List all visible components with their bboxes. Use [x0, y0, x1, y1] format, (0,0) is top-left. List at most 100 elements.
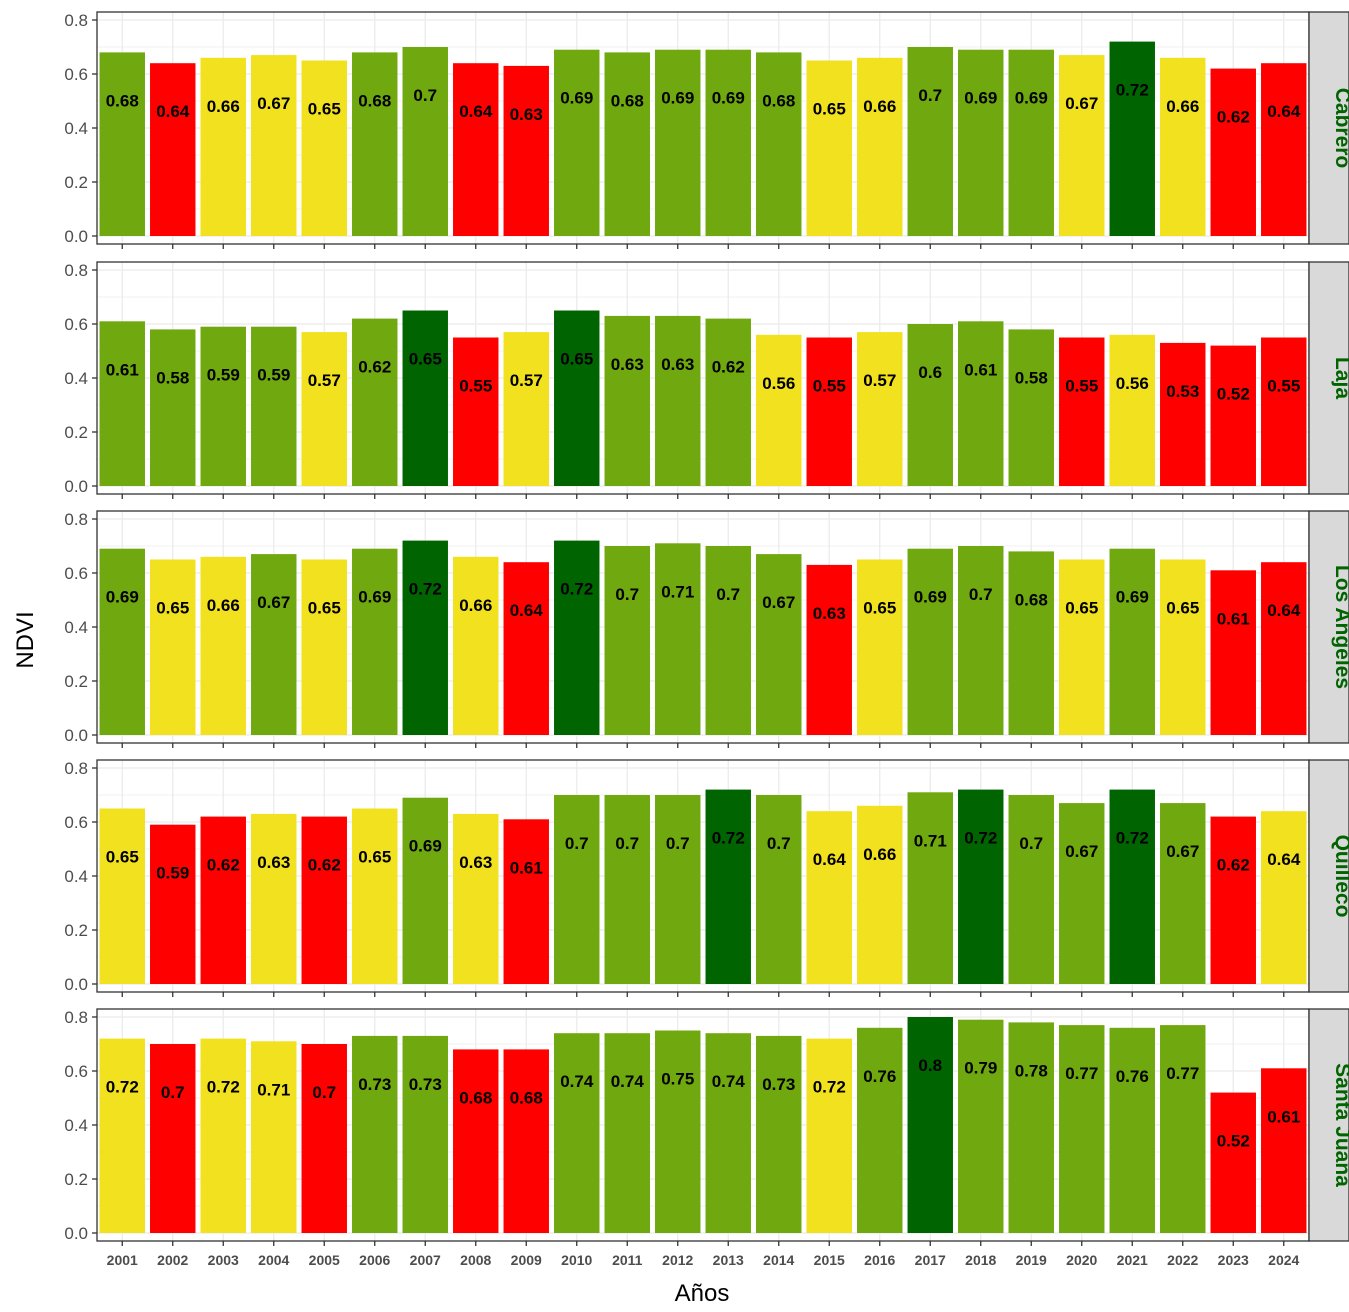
x-tick-label: 2007 — [410, 1252, 441, 1268]
bar-2014 — [756, 52, 802, 237]
bar-2015 — [806, 564, 852, 735]
bar-label: 0.73 — [409, 1075, 442, 1094]
bar-2017 — [907, 324, 953, 486]
y-tick-label: 0.2 — [64, 423, 88, 442]
bar-label: 0.7 — [615, 834, 639, 853]
bar-2022 — [1160, 1025, 1206, 1233]
facet-strip-label: Cabrero — [1331, 88, 1349, 169]
bar-label: 0.65 — [106, 848, 139, 867]
bar-label: 0.64 — [156, 102, 190, 121]
bar-label: 0.7 — [565, 834, 589, 853]
bar-2024 — [1261, 811, 1307, 984]
bar-label: 0.7 — [716, 585, 740, 604]
bar-2010 — [554, 795, 600, 984]
bar-2003 — [200, 816, 246, 984]
bar-2009 — [503, 562, 549, 735]
bar-label: 0.68 — [459, 1088, 492, 1107]
bar-label: 0.72 — [1116, 81, 1149, 100]
bar-2004 — [251, 326, 297, 486]
bar-2018 — [958, 1019, 1004, 1233]
bar-2015 — [806, 60, 852, 236]
bar-label: 0.7 — [666, 834, 690, 853]
x-tick-label: 2005 — [309, 1252, 340, 1268]
bar-2024 — [1261, 337, 1307, 486]
bar-2023 — [1210, 68, 1256, 236]
bar-label: 0.65 — [863, 599, 896, 618]
bar-label: 0.77 — [1166, 1064, 1199, 1083]
bar-label: 0.69 — [560, 89, 593, 108]
bar-label: 0.7 — [1019, 834, 1043, 853]
bar-2006 — [352, 1035, 398, 1233]
bar-2018 — [958, 49, 1004, 237]
bar-2011 — [604, 315, 650, 486]
bar-2001 — [99, 548, 145, 735]
x-tick-label: 2001 — [107, 1252, 138, 1268]
bar-2011 — [604, 795, 650, 984]
bar-2019 — [1008, 551, 1054, 735]
x-tick-label: 2003 — [208, 1252, 239, 1268]
bar-2023 — [1210, 816, 1256, 984]
bar-label: 0.61 — [510, 858, 543, 877]
bar-label: 0.73 — [762, 1075, 795, 1094]
bar-label: 0.69 — [409, 837, 442, 856]
bar-label: 0.57 — [863, 371, 896, 390]
bar-2006 — [352, 52, 398, 237]
bar-2012 — [655, 543, 701, 735]
bar-2024 — [1261, 1068, 1307, 1233]
bar-label: 0.63 — [611, 355, 644, 374]
bar-label: 0.65 — [813, 100, 846, 119]
y-tick-label: 0.6 — [64, 65, 88, 84]
x-tick-label: 2013 — [713, 1252, 744, 1268]
bar-label: 0.63 — [257, 853, 290, 872]
bar-label: 0.57 — [510, 371, 543, 390]
y-tick-label: 0.0 — [64, 975, 88, 994]
bar-2006 — [352, 318, 398, 486]
bar-2021 — [1109, 334, 1155, 486]
bar-2013 — [705, 546, 751, 735]
bar-label: 0.68 — [611, 91, 644, 110]
bar-label: 0.56 — [762, 374, 795, 393]
x-tick-label: 2004 — [258, 1252, 289, 1268]
bar-2013 — [705, 318, 751, 486]
bar-2009 — [503, 819, 549, 984]
bar-label: 0.52 — [1217, 385, 1250, 404]
y-tick-label: 0.0 — [64, 726, 88, 745]
x-tick-label: 2017 — [915, 1252, 946, 1268]
bar-2005 — [301, 816, 347, 984]
bar-2002 — [150, 329, 196, 486]
bar-label: 0.69 — [712, 89, 745, 108]
y-tick-label: 0.2 — [64, 173, 88, 192]
bar-label: 0.75 — [661, 1070, 694, 1089]
y-tick-label: 0.4 — [64, 867, 88, 886]
bar-2011 — [604, 546, 650, 735]
bar-label: 0.7 — [312, 1083, 336, 1102]
bar-label: 0.55 — [1065, 377, 1098, 396]
y-tick-label: 0.8 — [64, 510, 88, 529]
bar-label: 0.55 — [813, 377, 846, 396]
bar-label: 0.64 — [459, 102, 493, 121]
y-tick-label: 0.0 — [64, 1224, 88, 1243]
bar-label: 0.67 — [1065, 94, 1098, 113]
y-tick-label: 0.4 — [64, 119, 88, 138]
x-tick-label: 2006 — [359, 1252, 390, 1268]
bar-2005 — [301, 60, 347, 236]
bar-label: 0.72 — [409, 580, 442, 599]
bar-2019 — [1008, 49, 1054, 237]
bar-label: 0.76 — [863, 1067, 896, 1086]
bar-label: 0.65 — [409, 350, 442, 369]
bar-label: 0.67 — [1166, 842, 1199, 861]
bar-label: 0.78 — [1015, 1061, 1048, 1080]
bar-label: 0.7 — [767, 834, 791, 853]
bar-2003 — [200, 57, 246, 236]
x-tick-label: 2016 — [864, 1252, 895, 1268]
x-tick-label: 2008 — [460, 1252, 491, 1268]
bar-label: 0.57 — [308, 371, 341, 390]
x-tick-label: 2002 — [157, 1252, 188, 1268]
x-tick-label: 2020 — [1066, 1252, 1097, 1268]
bar-label: 0.72 — [964, 829, 997, 848]
bar-2003 — [200, 1038, 246, 1233]
bar-2011 — [604, 1033, 650, 1233]
bar-label: 0.72 — [813, 1078, 846, 1097]
y-tick-label: 0.8 — [64, 759, 88, 778]
